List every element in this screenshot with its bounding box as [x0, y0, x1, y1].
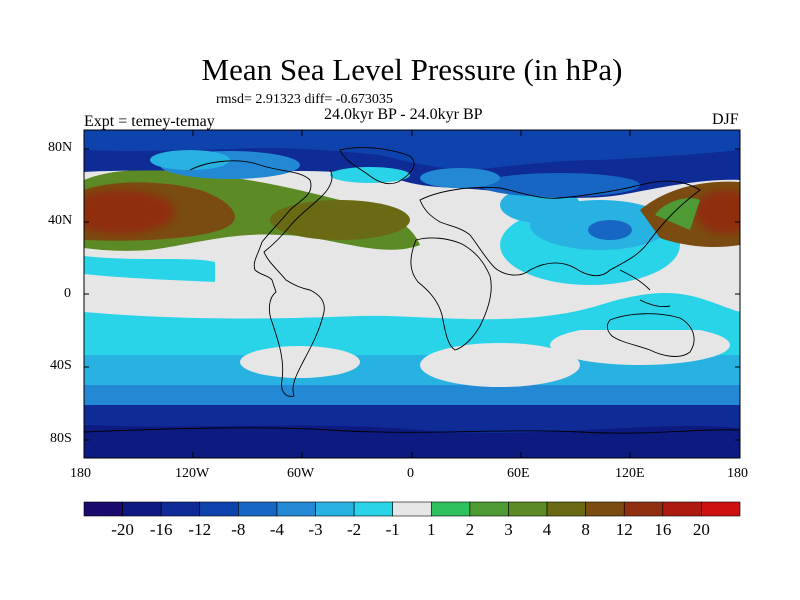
colorbar-swatch [315, 501, 355, 517]
lat-label-40s: 40S [50, 358, 72, 373]
colorbar-swatch [83, 501, 123, 517]
colorbar-swatch [430, 501, 471, 517]
colorbar-swatch [585, 501, 625, 517]
colorbar-label: -4 [269, 520, 285, 539]
experiment-label: Expt = temey-temay [84, 113, 215, 130]
colorbar-swatch [160, 501, 201, 517]
season-label: DJF [712, 111, 739, 128]
colorbar-label: -12 [188, 520, 212, 539]
colorbar-swatch [662, 501, 702, 517]
colorbar-swatch [353, 501, 394, 517]
figure-title: Mean Sea Level Pressure (in hPa) [201, 52, 623, 87]
colorbar-label: 12 [615, 520, 633, 539]
colorbar-label: -2 [347, 520, 362, 539]
colorbar-swatch [122, 501, 162, 517]
colorbar-swatch [546, 501, 586, 517]
lon-label-60w: 60W [287, 466, 315, 481]
colorbar-label: 4 [542, 520, 552, 539]
colorbar-swatch [199, 501, 239, 517]
lon-label-180w: 180 [70, 466, 91, 481]
lat-ticks [84, 148, 740, 441]
colorbar-label: 20 [692, 520, 710, 539]
stats-text: rmsd= 2.91323 diff= -0.673035 [216, 92, 393, 107]
lon-label-60e: 60E [507, 466, 530, 481]
lon-label-0: 0 [407, 466, 414, 481]
lon-label-120e: 120E [615, 466, 645, 481]
lat-label-eq: 0 [64, 286, 71, 301]
colorbar-swatch [392, 501, 432, 517]
colorbar-label: -3 [308, 520, 323, 539]
coastlines [84, 147, 740, 434]
lon-label-180e: 180 [727, 466, 748, 481]
colorbar-label: 1 [427, 520, 436, 539]
colorbar-swatch [623, 501, 664, 517]
colorbar-label: 3 [504, 520, 513, 539]
colorbar-label: -16 [149, 520, 173, 539]
colorbar-swatch [701, 501, 741, 517]
colorbar-label: 2 [465, 520, 475, 539]
lat-label-40n: 40N [48, 213, 73, 228]
colorbar-swatch [238, 501, 278, 517]
colorbar-label: -8 [231, 520, 246, 539]
lat-label-80s: 80S [50, 431, 72, 446]
lon-label-120w: 120W [175, 466, 210, 481]
colorbar-label: 8 [581, 520, 590, 539]
colorbar-swatch [276, 501, 316, 517]
pressure-field [84, 130, 740, 458]
lon-ticks [83, 130, 741, 458]
colorbar-swatch [469, 501, 509, 517]
colorbar [83, 501, 741, 517]
colorbar-label: -20 [111, 520, 134, 539]
colorbar-label: 16 [654, 520, 672, 539]
colorbar-swatch [508, 501, 548, 517]
colorbar-label: -1 [385, 520, 400, 539]
lat-label-80n: 80N [48, 140, 73, 155]
period-text: 24.0kyr BP - 24.0kyr BP [324, 106, 483, 123]
